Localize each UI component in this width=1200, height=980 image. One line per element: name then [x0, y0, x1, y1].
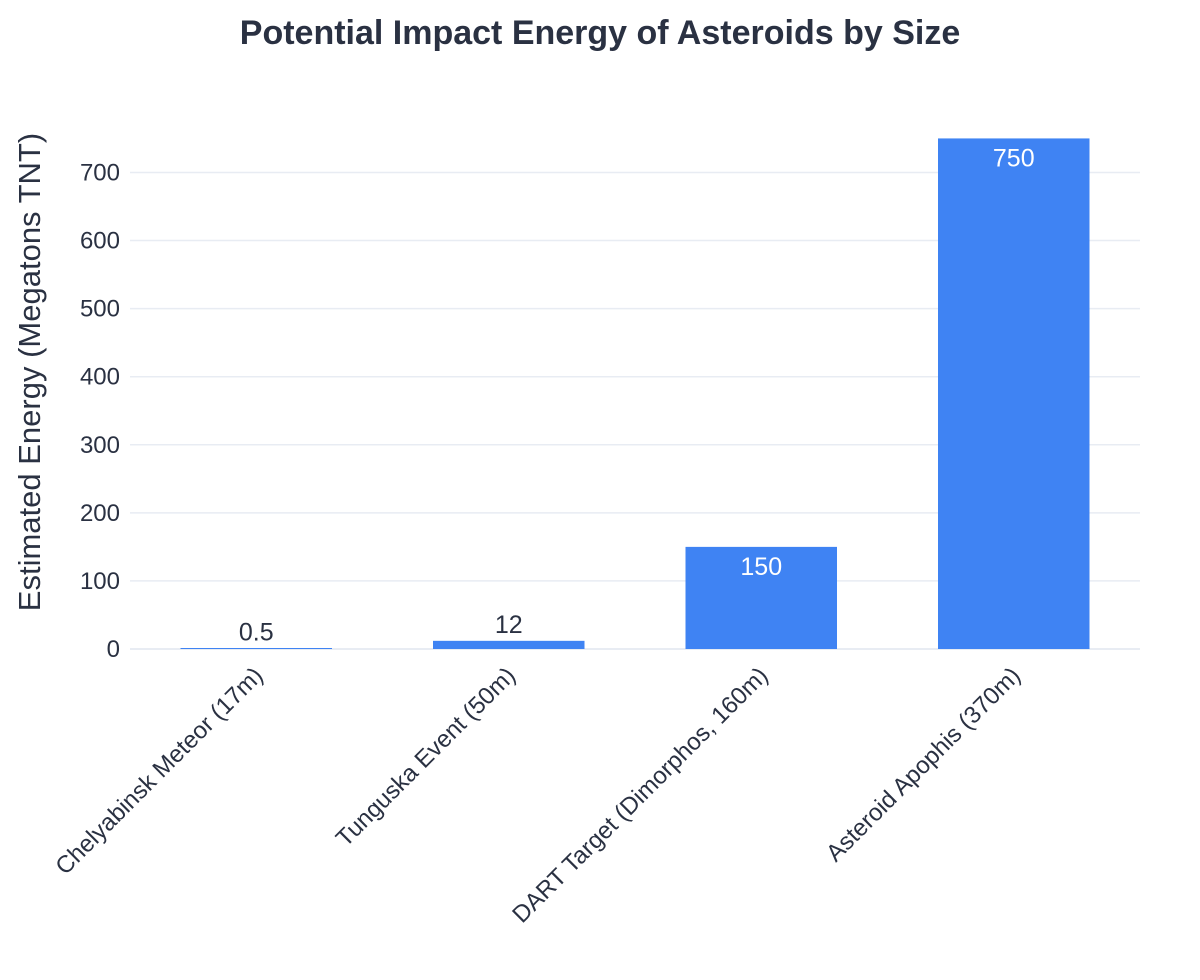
y-tick-label: 400: [80, 364, 120, 391]
bar[interactable]: [685, 546, 838, 649]
x-axis-ticks: Chelyabinsk Meteor (17m) Tunguska Event (…: [50, 662, 1026, 928]
data-labels: 0.5 12 150 750: [239, 144, 1035, 646]
y-tick-label: 600: [80, 228, 120, 255]
y-axis-title: Estimated Energy (Megatons TNT): [12, 133, 47, 611]
x-tick-label: Asteroid Apophis (370m): [821, 662, 1026, 867]
bar[interactable]: [433, 640, 585, 649]
bar[interactable]: [938, 138, 1090, 649]
bar[interactable]: [180, 648, 333, 649]
y-tick-label: 700: [80, 159, 120, 186]
x-tick-label: DART Target (Dimorphos, 160m): [507, 662, 773, 928]
y-tick-label: 0: [107, 636, 120, 663]
y-tick-label: 500: [80, 296, 120, 323]
y-tick-label: 100: [80, 568, 120, 595]
y-tick-label: 200: [80, 500, 120, 527]
data-label: 750: [993, 144, 1035, 172]
y-tick-label: 300: [80, 432, 120, 459]
y-axis-ticks: 0 100 200 300 400 500 600 700: [80, 159, 120, 663]
data-label: 150: [740, 553, 782, 581]
data-label: 0.5: [239, 619, 274, 647]
bars: [180, 138, 1090, 649]
chart-title: Potential Impact Energy of Asteroids by …: [240, 14, 960, 52]
data-label: 12: [495, 611, 523, 639]
x-tick-label: Tunguska Event (50m): [331, 662, 521, 852]
x-tick-label: Chelyabinsk Meteor (17m): [50, 662, 268, 880]
